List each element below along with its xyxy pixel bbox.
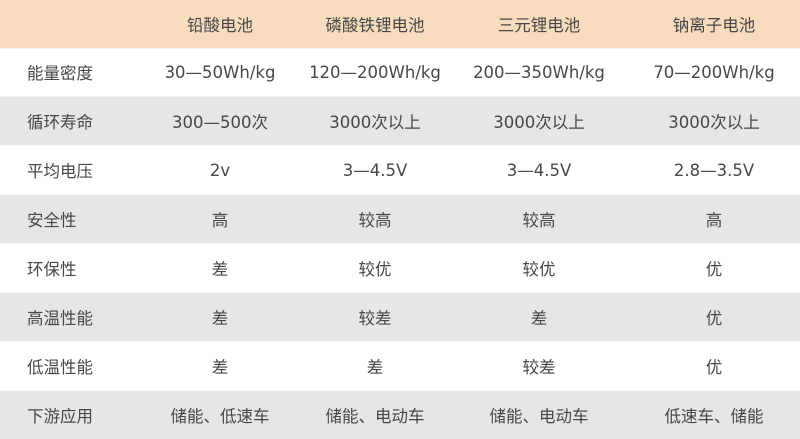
table-cell: 差 [211, 308, 229, 328]
column-header: 钠离子电池 [672, 15, 756, 35]
table-cell: 较高 [522, 211, 556, 231]
table-cell: 高 [211, 211, 229, 231]
table-cell: 高 [705, 211, 723, 231]
table-cell: 差 [366, 357, 384, 377]
row-label: 高温性能 [27, 308, 93, 328]
table-cell: 较高 [358, 211, 392, 231]
table-cell: 30—50Wh/kg [164, 62, 276, 82]
table-cell: 3000次以上 [329, 113, 421, 133]
table-row: 能量密度 30—50Wh/kg 120—200Wh/kg 200—350Wh/kg 70… [0, 48, 800, 97]
column-header: 铅酸电池 [187, 15, 253, 35]
table-cell: 120—200Wh/kg [309, 62, 441, 82]
table-cell: 优 [705, 260, 723, 279]
table-cell: 储能、电动车 [325, 406, 425, 426]
table-row: 循环寿命 300—500次 3000次以上 3000次以上 3000次以上 [0, 96, 800, 146]
row-label: 平均电压 [27, 162, 93, 182]
table-cell: 3000次以上 [493, 113, 585, 133]
row-label: 低温性能 [27, 357, 93, 377]
table-body: 能量密度 30—50Wh/kg 120—200Wh/kg 200—350Wh/kg 70… [0, 48, 800, 439]
table-cell: 3—4.5V [506, 160, 572, 180]
table-cell: 70—200Wh/kg [653, 62, 775, 82]
row-label: 循环寿命 [27, 113, 93, 133]
table-cell: 较差 [358, 308, 392, 328]
table-header: 铅酸电池 磷酸铁锂电池 三元锂电池 钠离子电池 [0, 0, 800, 48]
table-cell: 300—500次 [172, 113, 268, 133]
table-row: 环保性 差 较优 较优 优 [0, 243, 800, 293]
table-cell: 储能、低速车 [170, 406, 270, 426]
table-row: 高温性能 差 较差 差 优 [0, 292, 800, 342]
table-cell: 差 [530, 308, 548, 328]
table-cell: 优 [705, 357, 723, 377]
column-header: 三元锂电池 [497, 15, 581, 35]
row-label: 能量密度 [27, 64, 93, 84]
table-cell: 优 [705, 308, 723, 328]
table-row: 下游应用 储能、低速车 储能、电动车 储能、电动车 低速车、储能 [0, 390, 800, 439]
table-cell: 3—4.5V [342, 160, 408, 180]
row-label: 安全性 [27, 211, 77, 231]
table-cell: 较优 [522, 260, 556, 279]
column-header: 磷酸铁锂电池 [325, 15, 425, 35]
table-cell: 200—350Wh/kg [473, 62, 605, 82]
header-row: 铅酸电池 磷酸铁锂电池 三元锂电池 钠离子电池 [0, 0, 800, 48]
table-cell: 2v [209, 160, 231, 180]
table-cell: 2.8—3.5V [673, 160, 755, 180]
table-cell: 低速车、储能 [664, 406, 764, 426]
table-cell: 较优 [358, 260, 392, 279]
table-cell: 储能、电动车 [489, 406, 589, 426]
table-cell: 差 [211, 260, 229, 279]
header-corner-cell [0, 0, 140, 48]
table-row: 低温性能 差 差 较差 优 [0, 341, 800, 391]
row-label: 环保性 [27, 260, 77, 279]
table-row: 平均电压 2v 3—4.5V 3—4.5V 2.8—3.5V [0, 145, 800, 195]
table-row: 安全性 高 较高 较高 高 [0, 194, 800, 244]
table-cell: 较差 [522, 357, 556, 377]
table-cell: 差 [211, 357, 229, 377]
row-label: 下游应用 [27, 406, 93, 426]
table-cell: 3000次以上 [668, 113, 760, 133]
